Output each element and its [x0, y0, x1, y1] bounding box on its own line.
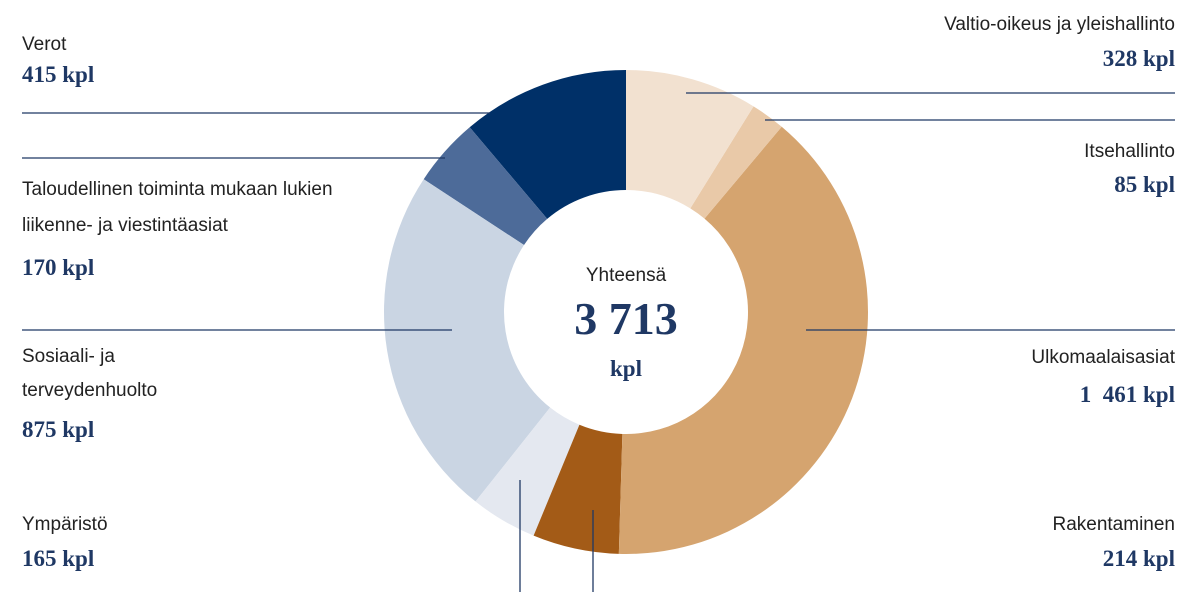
category-label: Ulkomaalaisasiat: [1031, 347, 1175, 368]
donut-segment: [533, 424, 623, 554]
donut-segment: [618, 126, 868, 555]
value-label: 165 kpl: [22, 546, 95, 571]
category-label: Sosiaali- ja terveydenhuolto: [22, 346, 158, 401]
total-unit: kpl: [610, 356, 642, 381]
total: 3 713: [574, 293, 678, 344]
value-label: 1 461 kpl: [1079, 382, 1175, 407]
leader-lines: [22, 92, 1175, 592]
donut-segment: [423, 127, 548, 246]
category-label: Itsehallinto: [1084, 141, 1175, 162]
category-label: Verot: [22, 34, 67, 55]
category-label: Taloudellinen toiminta mukaan lukien lii…: [22, 179, 333, 236]
value-label: 85 kpl: [1114, 172, 1175, 197]
value-label: 875 kpl: [22, 417, 95, 442]
donut-segment: [475, 407, 580, 536]
value-label: 328 kpl: [1102, 46, 1175, 71]
donut-segment: [384, 179, 551, 502]
donut-segment: [690, 106, 782, 219]
category-label: Rakentaminen: [1052, 514, 1175, 535]
value-label: 170 kpl: [22, 255, 95, 280]
category-label: Ympäristö: [22, 514, 108, 535]
center-label: Yhteensä: [585, 265, 667, 286]
donut-segment: [469, 70, 626, 219]
value-label: 214 kpl: [1102, 546, 1175, 571]
value-label: 415 kpl: [22, 62, 95, 87]
category-label: Valtio-oikeus ja yleishallinto: [944, 14, 1175, 35]
donut-segment: [626, 70, 754, 209]
